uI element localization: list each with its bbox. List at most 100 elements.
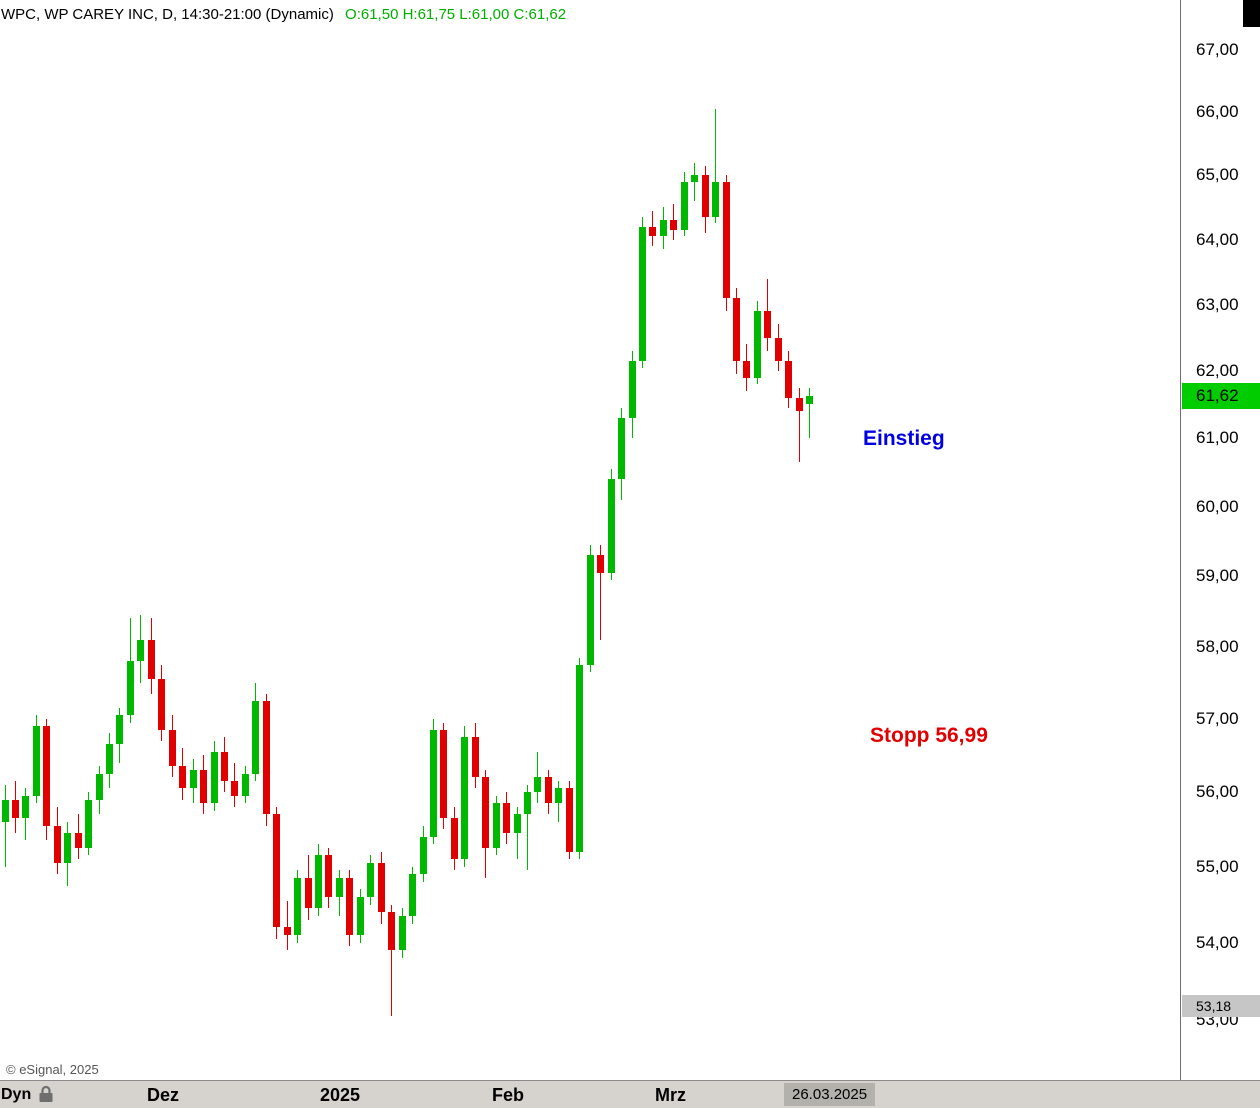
price-axis-label: 66,00: [1196, 102, 1239, 122]
candle-up: [492, 803, 500, 848]
candle-up: [252, 700, 260, 774]
time-axis-label: Mrz: [655, 1085, 686, 1105]
candle-up: [95, 773, 103, 800]
candle-up: [409, 874, 417, 916]
candle-up: [806, 396, 814, 405]
candle-down: [388, 912, 396, 951]
candle-down: [733, 298, 740, 361]
dyn-mode-button[interactable]: Dyn: [1, 1086, 32, 1103]
candle-down: [649, 226, 657, 237]
candle-wick: [600, 544, 602, 640]
candle-up: [513, 814, 521, 833]
candle-up: [22, 795, 30, 819]
candle-up: [356, 896, 364, 935]
candle-up: [461, 737, 469, 860]
candle-down: [304, 878, 312, 909]
candle-down: [785, 360, 793, 398]
candle-down: [74, 832, 82, 848]
candle-down: [325, 855, 333, 897]
candle-up: [367, 862, 375, 897]
price-axis-label: 61,00: [1196, 428, 1239, 448]
candle-down: [168, 729, 176, 767]
candle-up: [555, 788, 563, 804]
candle-down: [670, 220, 678, 230]
candle-wick: [516, 806, 518, 860]
candle-wick: [286, 900, 288, 951]
price-axis-label: 65,00: [1196, 165, 1239, 185]
candle-down: [795, 397, 803, 412]
candle-down: [179, 766, 187, 789]
candle-down: [231, 781, 239, 796]
price-axis-label: 58,00: [1196, 636, 1239, 656]
price-axis-label: 67,00: [1196, 40, 1239, 59]
candle-up: [398, 915, 406, 951]
candle-down: [450, 818, 458, 860]
candle-wick: [798, 387, 800, 463]
axis-corner-box: [1243, 0, 1260, 27]
candle-down: [440, 729, 448, 819]
candle-up: [659, 220, 667, 237]
candle-up: [294, 878, 302, 935]
price-axis-label: 55,00: [1196, 856, 1239, 876]
candle-down: [147, 639, 155, 680]
candle-down: [482, 777, 490, 848]
candle-up: [576, 664, 584, 852]
candle-up: [607, 479, 615, 573]
candle-down: [273, 814, 281, 928]
candle-up: [315, 855, 322, 909]
candle-wick: [694, 162, 696, 201]
time-axis-label: 2025: [320, 1085, 361, 1105]
candle-up: [1, 799, 9, 822]
price-level-box: 53,18: [1182, 994, 1260, 1017]
last-price-box: 61,62: [1182, 383, 1260, 410]
candle-up: [419, 836, 427, 875]
candle-up: [429, 729, 437, 837]
candle-up: [534, 777, 542, 793]
price-axis[interactable]: 67,00 66,00 65,00 64,00 63,00 62,00 61,00 60,00…: [1182, 0, 1260, 1080]
candle-up: [753, 311, 761, 378]
candle-up: [116, 715, 124, 745]
price-axis-label: 56,00: [1196, 782, 1239, 802]
candle-down: [200, 770, 208, 804]
candle-up: [335, 878, 343, 897]
entry-annotation[interactable]: Einstieg: [863, 427, 945, 450]
candle-down: [53, 825, 61, 863]
ohlc-quote: O:61,50 H:61,75 L:61,00 C:61,62: [345, 6, 567, 23]
candle-wick: [809, 387, 811, 439]
stop-annotation[interactable]: Stopp 56,99: [870, 724, 988, 747]
last-date-box: 26.03.2025: [784, 1083, 876, 1106]
candle-down: [471, 737, 479, 778]
candle-down: [158, 679, 166, 730]
candle-up: [137, 639, 145, 662]
price-axis-label: 54,00: [1196, 932, 1239, 952]
candle-up: [524, 792, 531, 815]
candle-down: [346, 878, 354, 935]
chart-plot-area[interactable]: WPC, WP CAREY INC, D, 14:30-21:00 (Dynam…: [0, 0, 1181, 1080]
candle-up: [85, 799, 93, 848]
candle-up: [210, 751, 218, 804]
candle-down: [544, 777, 552, 804]
time-axis-bar[interactable]: Dyn Dez 2025 Feb Mrz 26.03.2025: [0, 1080, 1260, 1108]
price-axis-label: 59,00: [1196, 566, 1239, 586]
candle-up: [106, 744, 113, 774]
lock-icon[interactable]: [38, 1085, 54, 1108]
candle-down: [377, 862, 385, 913]
candle-up: [618, 417, 626, 480]
time-axis-label: Feb: [492, 1085, 525, 1105]
candle-down: [764, 311, 772, 338]
candle-down: [743, 360, 751, 378]
candle-up: [586, 555, 594, 665]
candle-down: [722, 181, 730, 299]
candle-up: [32, 726, 40, 796]
candle-down: [11, 799, 19, 819]
candle-up: [712, 181, 720, 217]
candle-up: [680, 181, 688, 230]
price-axis-label: 60,00: [1196, 496, 1239, 516]
candle-up: [691, 175, 699, 182]
price-axis-label: 64,00: [1196, 229, 1239, 249]
price-axis-label: 62,00: [1196, 360, 1239, 380]
candle-up: [126, 661, 134, 716]
time-axis-label: Dez: [147, 1085, 180, 1105]
candle-down: [220, 751, 228, 782]
